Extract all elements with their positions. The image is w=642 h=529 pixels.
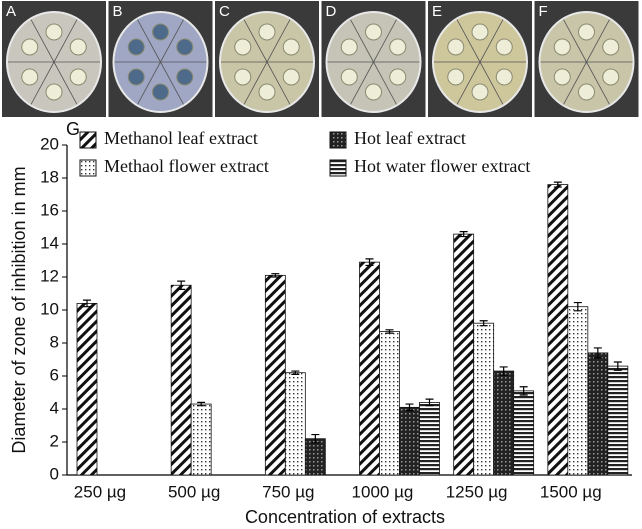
x-tick-label: 1000 µg [352,482,414,501]
y-tick-label: 2 [50,431,59,450]
bar [454,234,474,475]
x-axis-label: Concentration of extracts [245,507,445,527]
inhibition-zone [366,84,382,100]
inhibition-zone [153,24,169,40]
bar [514,391,534,475]
panel-label: G [66,119,80,139]
legend-swatch [330,160,346,176]
photo-label: E [432,3,442,20]
y-tick-label: 8 [50,332,59,351]
inhibition-zone [283,39,299,55]
inhibition-zone [128,39,144,55]
photo-label: C [219,3,230,20]
inhibition-zone [46,84,62,100]
inhibition-zone [603,39,619,55]
inhibition-zone [177,39,193,55]
bar [360,262,380,475]
bar [171,285,191,475]
y-tick-label: 10 [40,299,59,318]
inhibition-zone [579,84,595,100]
inhibition-zone [579,24,595,40]
bar [420,402,440,475]
legend-label: Methanol leaf extract [104,128,258,148]
inhibition-zone [153,84,169,100]
y-tick-label: 18 [40,167,59,186]
bar [265,275,285,475]
bar [285,373,305,475]
inhibition-zone [390,69,406,85]
inhibition-zone [341,69,357,85]
inhibition-zone [235,39,251,55]
inhibition-zone [472,84,488,100]
legend-label: Methaol flower extract [104,156,269,176]
inhibition-zone [603,69,619,85]
photo-label: D [326,3,337,20]
inhibition-zone [496,39,512,55]
inhibition-zone [235,69,251,85]
inhibition-zone [46,24,62,40]
x-tick-label: 750 µg [262,482,314,501]
photo-strip: A B C D E F [2,1,639,117]
bar [380,331,400,475]
photo-label: F [539,3,548,20]
legend-swatch [330,132,346,148]
y-tick-label: 16 [40,200,59,219]
inhibition-zone [496,69,512,85]
y-tick-label: 12 [40,266,59,285]
inhibition-zone [472,24,488,40]
inhibition-zone [22,39,38,55]
figure: A B C D E F G Concentration of extracts Diame… [0,0,642,529]
y-tick-label: 14 [40,233,59,252]
y-tick-label: 20 [40,134,59,153]
inhibition-zone [554,39,570,55]
x-tick-label: 1250 µg [446,482,508,501]
bar [494,371,514,475]
bar [191,404,211,475]
photo-label: B [113,3,123,20]
bar [548,185,568,475]
inhibition-zone [390,39,406,55]
photo-label: A [6,3,16,20]
bar [305,439,325,475]
chart: G Concentration of extracts Diameter of … [9,119,632,527]
inhibition-zone [22,69,38,85]
y-tick-label: 4 [50,398,59,417]
inhibition-zone [283,69,299,85]
inhibition-zone [177,69,193,85]
inhibition-zone [341,39,357,55]
legend-swatch [80,160,96,176]
y-tick-label: 6 [50,365,59,384]
inhibition-zone [554,69,570,85]
inhibition-zone [259,24,275,40]
bar [568,307,588,475]
inhibition-zone [70,39,86,55]
inhibition-zone [259,84,275,100]
inhibition-zone [448,69,464,85]
inhibition-zone [128,69,144,85]
bar [474,323,494,475]
bar [588,353,608,475]
legend-swatch [80,132,96,148]
x-tick-label: 250 µg [74,482,126,501]
bar [400,407,420,475]
inhibition-zone [448,39,464,55]
legend-label: Hot water flower extract [354,156,530,176]
y-tick-label: 0 [50,464,59,483]
inhibition-zone [70,69,86,85]
x-tick-label: 1500 µg [540,482,602,501]
inhibition-zone [366,24,382,40]
x-tick-label: 500 µg [168,482,220,501]
bar [77,303,97,475]
y-axis-label: Diameter of zone of inhibition in mm [9,166,29,453]
legend-label: Hot leaf extract [354,128,466,148]
bar [608,366,628,475]
